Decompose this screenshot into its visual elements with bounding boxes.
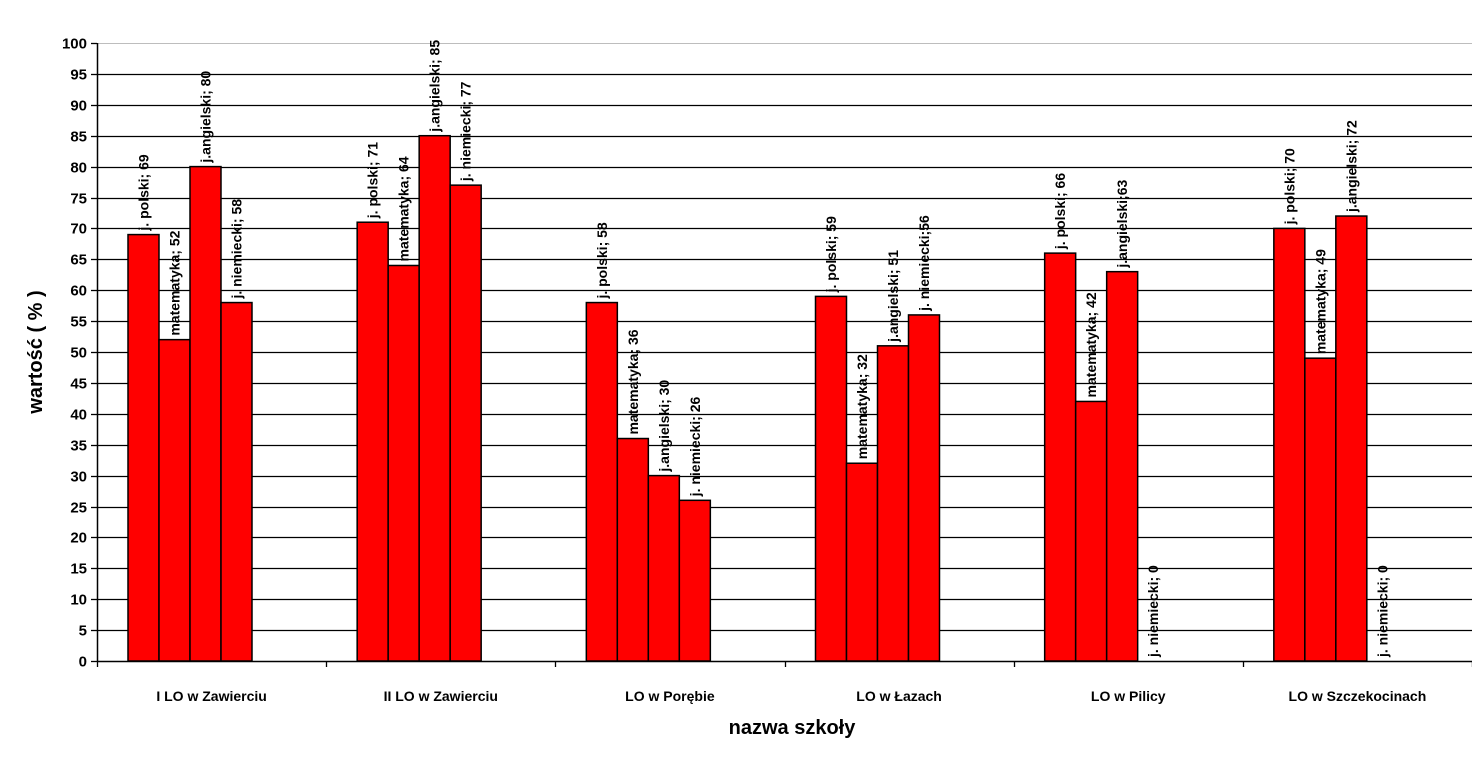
y-tick-label: 10 (70, 592, 87, 609)
grid-lines (97, 43, 1472, 632)
y-tick-label: 85 (70, 129, 87, 146)
y-tick-label: 35 (70, 438, 87, 455)
data-label: j. polski; 71 (365, 142, 381, 219)
data-label: j.angielski; 51 (885, 250, 901, 343)
data-label: j.angielski; 85 (427, 40, 443, 133)
y-tick-label: 55 (70, 314, 87, 331)
axes: 0 5 10 15 20 25 30 35 40 45 50 55 60 65 70 75 80 85 90 95 10… (62, 36, 1472, 704)
y-tick-label: 95 (70, 67, 87, 84)
y-tick-label: 30 (70, 469, 87, 486)
y-tick-label: 45 (70, 376, 87, 393)
data-label: j.angielski;63 (1114, 180, 1130, 269)
bar (585, 301, 619, 662)
bar (1043, 252, 1077, 662)
x-axis-title: nazwa szkoły (729, 717, 857, 739)
bar (678, 499, 712, 662)
bar (1074, 400, 1108, 662)
bar (220, 301, 253, 662)
data-label: j.angielski; 30 (656, 380, 672, 473)
y-tick-label: 40 (70, 407, 87, 424)
x-tick-label: I LO w Zawierciu (156, 688, 266, 704)
y-tick-label: 100 (62, 36, 87, 53)
y-tick-label: 0 (79, 654, 87, 671)
bar (814, 295, 848, 662)
bar (907, 314, 941, 662)
y-tick-label: 25 (70, 500, 87, 517)
data-label: j. niemiecki; 26 (687, 396, 703, 497)
y-axis-title: wartość ( % ) (25, 290, 47, 414)
data-label: j. polski; 58 (594, 222, 610, 299)
data-label: j. polski; 66 (1052, 173, 1068, 250)
bar (845, 462, 879, 662)
bar (356, 221, 389, 662)
bar (189, 165, 222, 662)
x-tick-label: LO w Pilicy (1091, 688, 1166, 704)
data-label: j. niemiecki; 58 (229, 199, 245, 300)
y-tick-label: 65 (70, 252, 87, 269)
data-label: matematyka; 49 (1312, 249, 1328, 354)
y-tick-label: 50 (70, 345, 87, 362)
bar (876, 345, 910, 662)
y-tick-label: 20 (70, 530, 87, 547)
data-label: j. niemiecki;56 (916, 215, 932, 312)
data-label: matematyka; 52 (167, 230, 183, 335)
data-label: matematyka; 32 (854, 354, 870, 459)
data-label: matematyka; 42 (1083, 292, 1099, 397)
data-label: matematyka; 64 (396, 156, 412, 261)
x-tick-label: LO w Łazach (856, 688, 942, 704)
x-tick-label: II LO w Zawierciu (384, 688, 498, 704)
bar (387, 264, 420, 662)
y-tick-label: 15 (70, 561, 87, 578)
data-label: j. polski; 70 (1281, 148, 1297, 225)
data-labels: j. polski; 69 matematyka; 52 j.angielski; … (136, 40, 1391, 658)
data-label: j. polski; 69 (136, 154, 152, 231)
y-tick-label: 75 (70, 191, 87, 208)
data-label: matematyka; 36 (625, 329, 641, 434)
bar (1273, 227, 1306, 662)
data-label: j. niemiecki; 0 (1145, 565, 1161, 658)
bar (647, 474, 681, 662)
data-label: j. niemiecki; 77 (458, 81, 474, 182)
bar (616, 437, 650, 662)
x-tick-label: LO w Porębie (625, 688, 715, 704)
y-tick-label: 60 (70, 283, 87, 300)
y-tick-label: 5 (79, 623, 87, 640)
y-tick-label: 70 (70, 221, 87, 238)
data-label: j.angielski; 80 (198, 71, 214, 164)
bar (127, 233, 160, 662)
y-tick-label: 90 (70, 98, 87, 115)
x-tick-label: LO w Szczekocinach (1289, 688, 1427, 704)
bar (158, 338, 191, 662)
bar (418, 134, 451, 662)
bar (449, 184, 482, 662)
bar (1105, 270, 1139, 662)
data-label: j.angielski; 72 (1343, 120, 1359, 213)
data-label: j. polski; 59 (823, 216, 839, 293)
bar (1335, 215, 1368, 662)
bars (127, 134, 1368, 662)
data-label: j. niemiecki; 0 (1374, 565, 1390, 658)
bar (1304, 357, 1337, 662)
y-tick-label: 80 (70, 160, 87, 177)
